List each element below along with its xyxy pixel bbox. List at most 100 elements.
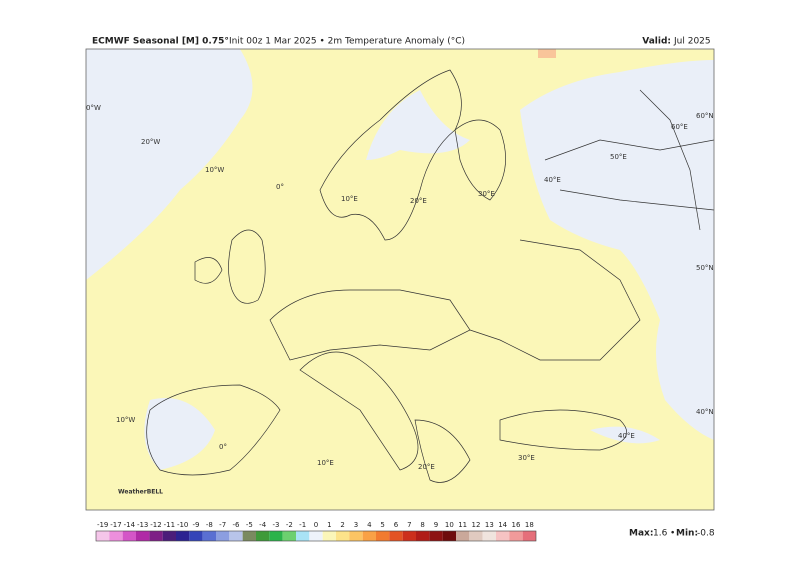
colorbar-label: 13 (485, 521, 494, 529)
map: 0°W 20°W 10°W 0° 10°E 20°E 30°E 40°E 50°E 60°E 60°… (85, 48, 715, 519)
colorbar-label: -11 (164, 521, 175, 529)
colorbar-label: 16 (512, 521, 521, 529)
colorbar-label: 9 (434, 521, 438, 529)
colorbar-label: -4 (259, 521, 267, 529)
colorbar-swatch (242, 531, 256, 541)
colorbar-swatch (442, 531, 456, 541)
colorbar-label: -6 (233, 521, 241, 529)
graticule-label: 10°W (116, 416, 135, 424)
cool-region (366, 90, 470, 160)
colorbar-label: -9 (193, 521, 200, 529)
colorbar-label: -10 (177, 521, 188, 529)
colorbar-swatch (136, 531, 150, 541)
model-title: ECMWF Seasonal [M] 0.75° (92, 37, 229, 47)
colorbar-swatch (349, 531, 363, 541)
graticule-label: 0°W (86, 104, 101, 112)
colorbar-label: -2 (286, 521, 293, 529)
colorbar-label: -13 (137, 521, 148, 529)
colorbar-label: -1 (299, 521, 306, 529)
colorbar-label: -5 (246, 521, 253, 529)
graticule-label: 60°E (671, 123, 688, 131)
colorbar-swatch (456, 531, 470, 541)
copyright: © 2025 European Centre for Medium-Range … (381, 512, 712, 519)
colorbar-swatch (122, 531, 136, 541)
colorbar-label: 6 (394, 521, 399, 529)
colorbar-swatch (189, 531, 203, 541)
colorbar-label: -7 (219, 521, 226, 529)
climo-note: Climo: ECMWF M-climate pre-computed anom… (88, 513, 210, 519)
graticule-label: 40°E (618, 432, 635, 440)
warm-spot (538, 49, 556, 58)
stat-min-label: Min: (676, 529, 698, 539)
colorbar-label: 10 (445, 521, 454, 529)
valid-date: Jul 2025 (673, 37, 711, 47)
graticule-label: 30°E (518, 454, 535, 462)
colorbar-swatch (469, 531, 483, 541)
colorbar: -19 -17 -14 -13 -12 -11 -10 -9 -8 -7 -6 -5 -4 -3 -2 -1 0… (95, 521, 537, 542)
colorbar-label: -17 (110, 521, 121, 529)
colorbar-swatch (482, 531, 496, 541)
graticule-label: 10°E (317, 459, 334, 467)
colorbar-swatch (389, 531, 403, 541)
graticule-label: 40°E (544, 176, 561, 184)
colorbar-swatch (176, 531, 190, 541)
stat-max: 1.6 (653, 529, 668, 539)
colorbar-swatch (522, 531, 536, 541)
colorbar-label: 4 (367, 521, 372, 529)
colorbar-swatch (269, 531, 283, 541)
colorbar-swatch (376, 531, 390, 541)
colorbar-swatch (162, 531, 176, 541)
colorbar-swatch (109, 531, 123, 541)
graticule-label: 20°E (418, 463, 435, 471)
colorbar-swatch (202, 531, 216, 541)
description: Init 00z 1 Mar 2025 • 2m Temperature Ano… (229, 37, 465, 47)
graticule-label: 30°E (478, 190, 495, 198)
colorbar-label: 1 (327, 521, 331, 529)
graticule-label: 0° (219, 443, 227, 451)
graticule-label: 60°N (696, 112, 714, 120)
colorbar-swatch (256, 531, 270, 541)
map-frame (85, 48, 715, 511)
valid-label: Valid: (642, 37, 671, 47)
colorbar-label: -8 (206, 521, 213, 529)
graticule-label: 10°E (341, 195, 358, 203)
colorbar-swatch (416, 531, 430, 541)
graticule-label: 0° (276, 183, 284, 191)
stat-min: -0.8 (697, 529, 715, 539)
graticule-label: 50°E (610, 153, 627, 161)
colorbar-label: 18 (525, 521, 534, 529)
colorbar-swatch (282, 531, 296, 541)
colorbar-label: 3 (354, 521, 358, 529)
colorbar-swatch (509, 531, 523, 541)
stats: Max: 1.6 • Min:-0.8 (629, 529, 715, 539)
colorbar-swatch (362, 531, 376, 541)
stat-separator: • (670, 529, 675, 539)
colorbar-label: -14 (124, 521, 136, 529)
graticule-label: 50°N (696, 264, 714, 272)
colorbar-swatch (496, 531, 510, 541)
colorbar-label: -12 (150, 521, 161, 529)
colorbar-swatch (216, 531, 230, 541)
graticule-label: 20°E (410, 197, 427, 205)
cool-region (590, 426, 660, 444)
logo: WeatherBELL (118, 489, 163, 496)
colorbar-label: -3 (273, 521, 280, 529)
colorbar-label: 2 (340, 521, 344, 529)
graticule-label: 10°W (205, 166, 224, 174)
colorbar-swatch (229, 531, 243, 541)
colorbar-swatch (336, 531, 350, 541)
colorbar-label: -19 (97, 521, 108, 529)
colorbar-swatch (322, 531, 336, 541)
graticule-label: 20°W (141, 138, 160, 146)
colorbar-swatch (402, 531, 416, 541)
colorbar-label: 8 (420, 521, 424, 529)
cool-region (520, 60, 714, 440)
cool-region (86, 49, 253, 280)
colorbar-swatch (149, 531, 163, 541)
colorbar-label: 12 (472, 521, 481, 529)
colorbar-swatch (96, 531, 110, 541)
colorbar-swatch (429, 531, 443, 541)
colorbar-label: 14 (498, 521, 507, 529)
colorbar-swatch (296, 531, 310, 541)
